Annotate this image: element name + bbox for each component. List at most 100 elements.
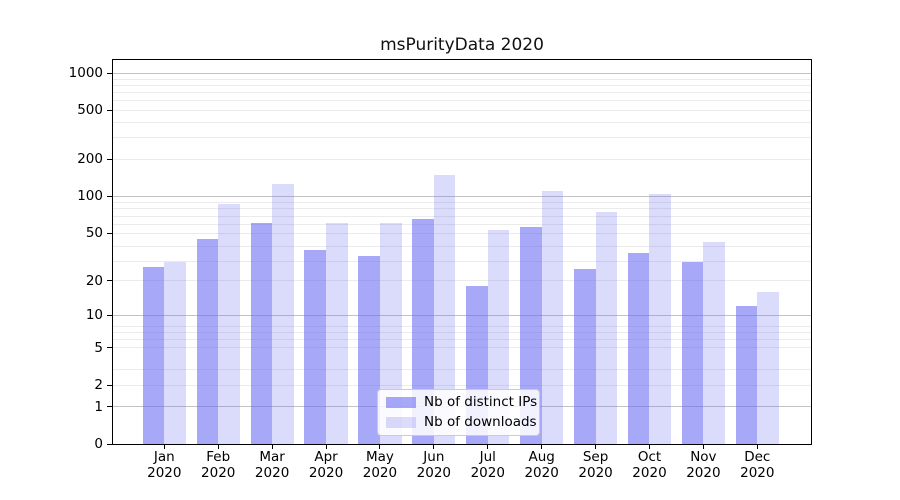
y-tick-label: 5 bbox=[94, 339, 103, 356]
x-tick-mark bbox=[541, 445, 543, 449]
bar-may-distinct-ips bbox=[358, 256, 380, 444]
x-tick-label-aug: Aug 2020 bbox=[524, 449, 559, 481]
gridline-minor bbox=[113, 245, 811, 247]
bar-nov-distinct-ips bbox=[681, 261, 704, 444]
y-tick-label: 0 bbox=[94, 436, 103, 452]
y-tick-label: 1000 bbox=[68, 65, 103, 82]
x-tick-mark bbox=[271, 445, 273, 449]
bar-nov-downloads bbox=[703, 242, 725, 444]
legend-swatch-downloads-icon bbox=[386, 417, 416, 428]
bar-apr-distinct-ips bbox=[304, 250, 327, 444]
x-tick-label-dec: Dec 2020 bbox=[740, 449, 775, 481]
gridline-5 bbox=[113, 347, 811, 349]
chart-title: msPurityData 2020 bbox=[380, 35, 544, 55]
y-tick-label: 200 bbox=[77, 151, 103, 168]
legend-item-downloads: Nb of downloads bbox=[386, 414, 537, 431]
y-tick-mark bbox=[107, 158, 112, 160]
y-tick-label: 500 bbox=[77, 102, 103, 119]
gridline-minor bbox=[113, 325, 811, 327]
x-tick-mark bbox=[487, 445, 489, 449]
x-tick-mark bbox=[756, 445, 758, 449]
bar-jan-distinct-ips bbox=[142, 267, 165, 444]
gridline-minor bbox=[113, 369, 811, 371]
bar-aug-downloads bbox=[541, 191, 564, 444]
gridline-minor bbox=[113, 202, 811, 204]
gridline-2 bbox=[113, 384, 811, 386]
gridline-minor bbox=[113, 100, 811, 102]
bar-oct-downloads bbox=[649, 193, 672, 444]
y-tick-mark bbox=[107, 314, 112, 316]
bar-sep-downloads bbox=[595, 212, 618, 444]
x-tick-label-jul: Jul 2020 bbox=[470, 449, 505, 481]
bar-jun-downloads bbox=[433, 174, 456, 444]
x-tick-label-may: May 2020 bbox=[362, 449, 398, 481]
gridline-100 bbox=[113, 195, 811, 197]
x-tick-mark bbox=[648, 445, 650, 449]
gridline-minor bbox=[113, 91, 811, 93]
y-tick-mark bbox=[107, 406, 112, 408]
bar-oct-distinct-ips bbox=[627, 253, 650, 444]
x-tick-mark bbox=[325, 445, 327, 449]
x-tick-mark bbox=[217, 445, 219, 449]
bar-jun-distinct-ips bbox=[412, 219, 434, 444]
legend: Nb of distinct IPs Nb of downloads bbox=[377, 389, 540, 436]
y-tick-mark bbox=[107, 72, 112, 74]
x-tick-label-feb: Feb 2020 bbox=[201, 449, 236, 481]
gridline-minor bbox=[113, 137, 811, 139]
bar-mar-downloads bbox=[272, 184, 294, 444]
y-tick-label: 2 bbox=[94, 377, 103, 394]
gridline-minor bbox=[113, 84, 811, 86]
plot-area: Nb of distinct IPs Nb of downloads bbox=[112, 59, 812, 445]
gridline-200 bbox=[113, 158, 811, 160]
bar-feb-distinct-ips bbox=[196, 238, 219, 444]
y-tick-label: 10 bbox=[85, 307, 103, 324]
gridline-minor bbox=[113, 331, 811, 333]
x-tick-label-sep: Sep 2020 bbox=[578, 449, 613, 481]
y-tick-mark bbox=[107, 347, 112, 349]
y-tick-label: 1 bbox=[94, 398, 103, 415]
legend-label-distinct-ips: Nb of distinct IPs bbox=[424, 394, 538, 410]
y-tick-mark bbox=[107, 384, 112, 386]
gridline-minor bbox=[113, 215, 811, 217]
legend-swatch-distinct-ips-icon bbox=[386, 397, 416, 408]
x-tick-label-mar: Mar 2020 bbox=[254, 449, 290, 481]
x-tick-label-oct: Oct 2020 bbox=[632, 449, 667, 481]
bar-jan-downloads bbox=[164, 261, 186, 444]
gridline-minor bbox=[113, 223, 811, 225]
legend-item-distinct-ips: Nb of distinct IPs bbox=[386, 394, 537, 411]
bar-sep-distinct-ips bbox=[573, 269, 596, 444]
gridline-20 bbox=[113, 280, 811, 282]
y-tick-mark bbox=[107, 232, 112, 234]
bar-dec-distinct-ips bbox=[735, 306, 758, 444]
x-tick-mark bbox=[433, 445, 435, 449]
y-tick-mark bbox=[107, 443, 112, 445]
y-tick-mark bbox=[107, 109, 112, 111]
gridline-minor bbox=[113, 339, 811, 341]
y-tick-mark bbox=[107, 195, 112, 197]
x-tick-label-jun: Jun 2020 bbox=[416, 449, 452, 481]
x-tick-label-nov: Nov 2020 bbox=[686, 449, 721, 481]
gridline-50 bbox=[113, 232, 811, 234]
x-tick-mark bbox=[702, 445, 704, 449]
gridline-10 bbox=[113, 314, 811, 316]
y-tick-label: 50 bbox=[85, 225, 103, 242]
bar-dec-downloads bbox=[757, 291, 779, 444]
gridline-500 bbox=[113, 109, 811, 111]
bar-may-downloads bbox=[379, 222, 402, 444]
x-tick-mark bbox=[379, 445, 381, 449]
y-tick-label: 20 bbox=[85, 272, 103, 289]
gridline-minor bbox=[113, 122, 811, 123]
y-tick-mark bbox=[107, 280, 112, 282]
x-tick-mark bbox=[595, 445, 597, 449]
gridline-1000 bbox=[113, 72, 811, 74]
y-tick-label: 100 bbox=[77, 188, 103, 205]
x-tick-label-apr: Apr 2020 bbox=[308, 449, 344, 481]
gridline-minor bbox=[113, 78, 811, 80]
bar-mar-distinct-ips bbox=[250, 222, 273, 444]
bar-feb-downloads bbox=[218, 204, 240, 444]
x-tick-mark bbox=[163, 445, 165, 449]
gridline-minor bbox=[113, 261, 811, 262]
legend-label-downloads: Nb of downloads bbox=[424, 414, 537, 430]
bar-apr-downloads bbox=[326, 222, 348, 444]
